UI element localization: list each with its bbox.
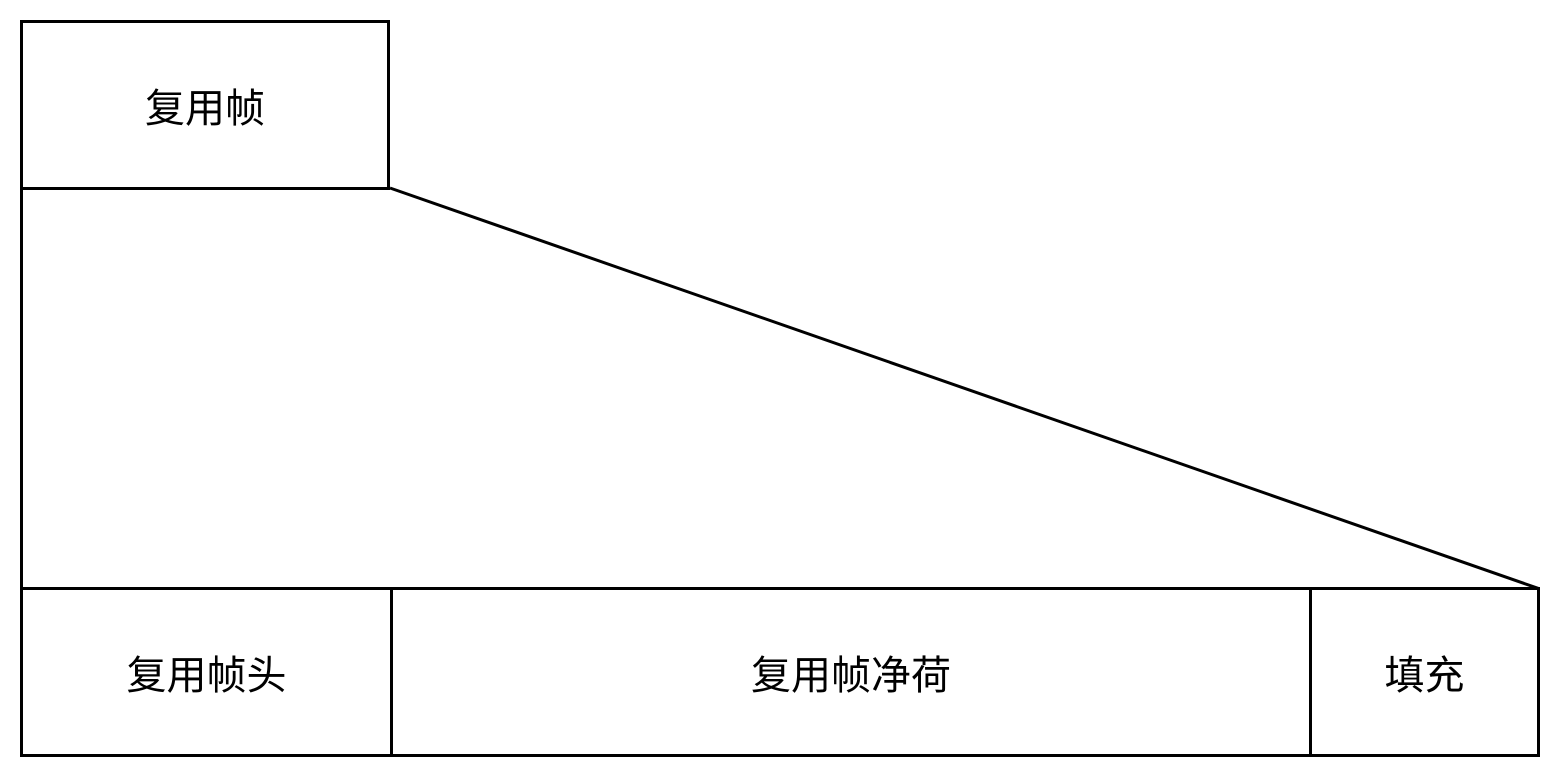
right-connector-line [390,188,1540,589]
frame-fill-label: 填充 [1385,643,1465,701]
frame-payload-cell: 复用帧净荷 [393,590,1312,754]
multiplex-frame-box: 复用帧 [20,20,390,190]
frame-header-cell: 复用帧头 [23,590,393,754]
frame-header-label: 复用帧头 [127,643,287,701]
multiplex-frame-label: 复用帧 [145,76,265,134]
frame-fill-cell: 填充 [1312,590,1537,754]
frame-payload-label: 复用帧净荷 [751,643,951,701]
frame-structure-diagram: 复用帧 复用帧头 复用帧净荷 填充 [20,20,1540,757]
frame-components-row: 复用帧头 复用帧净荷 填充 [20,587,1540,757]
